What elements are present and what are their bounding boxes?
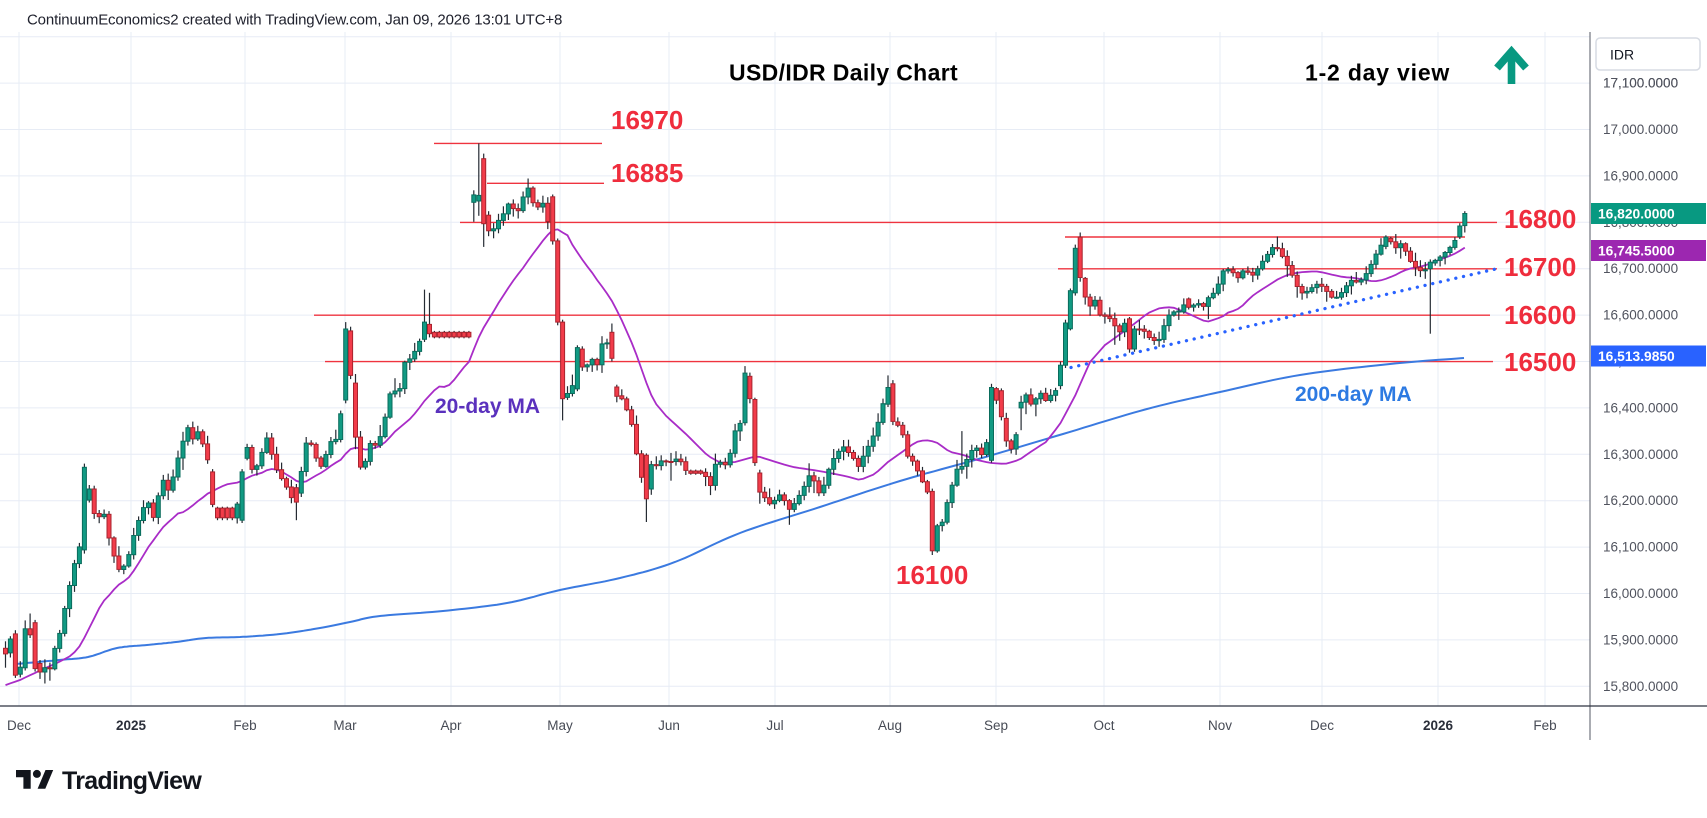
- svg-text:May: May: [547, 718, 573, 733]
- svg-text:Nov: Nov: [1208, 718, 1232, 733]
- svg-text:USD/IDR Daily Chart: USD/IDR Daily Chart: [729, 60, 958, 86]
- svg-text:15,900.0000: 15,900.0000: [1603, 632, 1678, 647]
- svg-text:Oct: Oct: [1093, 718, 1114, 733]
- svg-text:16,300.0000: 16,300.0000: [1603, 447, 1678, 462]
- svg-text:Mar: Mar: [333, 718, 357, 733]
- svg-text:15,800.0000: 15,800.0000: [1603, 679, 1678, 694]
- svg-text:16500: 16500: [1504, 347, 1576, 377]
- svg-text:16,513.9850: 16,513.9850: [1598, 349, 1675, 364]
- svg-text:16,745.5000: 16,745.5000: [1598, 243, 1675, 258]
- svg-text:16,400.0000: 16,400.0000: [1603, 400, 1678, 415]
- svg-text:Jun: Jun: [658, 718, 680, 733]
- svg-text:16,900.0000: 16,900.0000: [1603, 168, 1678, 183]
- svg-text:16970: 16970: [611, 105, 683, 135]
- svg-text:TradingView: TradingView: [62, 767, 202, 795]
- svg-text:16,600.0000: 16,600.0000: [1603, 308, 1678, 323]
- svg-text:16,100.0000: 16,100.0000: [1603, 540, 1678, 555]
- svg-text:Dec: Dec: [1310, 718, 1334, 733]
- svg-text:16,700.0000: 16,700.0000: [1603, 261, 1678, 276]
- svg-text:16600: 16600: [1504, 300, 1576, 330]
- svg-text:Apr: Apr: [440, 718, 462, 733]
- svg-text:16,200.0000: 16,200.0000: [1603, 493, 1678, 508]
- svg-text:16800: 16800: [1504, 204, 1576, 234]
- svg-text:Feb: Feb: [1533, 718, 1556, 733]
- svg-text:20-day MA: 20-day MA: [435, 395, 540, 418]
- svg-text:Jul: Jul: [766, 718, 783, 733]
- svg-text:17,100.0000: 17,100.0000: [1603, 76, 1678, 91]
- svg-text:IDR: IDR: [1610, 47, 1634, 63]
- svg-text:Feb: Feb: [233, 718, 256, 733]
- svg-text:ContinuumEconomics2 created wi: ContinuumEconomics2 created with Trading…: [27, 12, 562, 29]
- svg-text:16885: 16885: [611, 158, 683, 188]
- svg-text:2026: 2026: [1423, 718, 1454, 733]
- svg-text:16,820.0000: 16,820.0000: [1598, 206, 1675, 221]
- svg-text:2025: 2025: [116, 718, 147, 733]
- svg-text:200-day MA: 200-day MA: [1295, 383, 1412, 406]
- svg-text:1-2 day view: 1-2 day view: [1305, 60, 1450, 86]
- svg-text:16700: 16700: [1504, 252, 1576, 282]
- svg-text:Dec: Dec: [7, 718, 31, 733]
- svg-text:17,100.0000: 17,100.0000: [1603, 76, 1678, 91]
- svg-text:Aug: Aug: [878, 718, 902, 733]
- svg-text:16100: 16100: [896, 560, 968, 590]
- svg-text:16,000.0000: 16,000.0000: [1603, 586, 1678, 601]
- svg-text:17,000.0000: 17,000.0000: [1603, 122, 1678, 137]
- svg-text:Sep: Sep: [984, 718, 1008, 733]
